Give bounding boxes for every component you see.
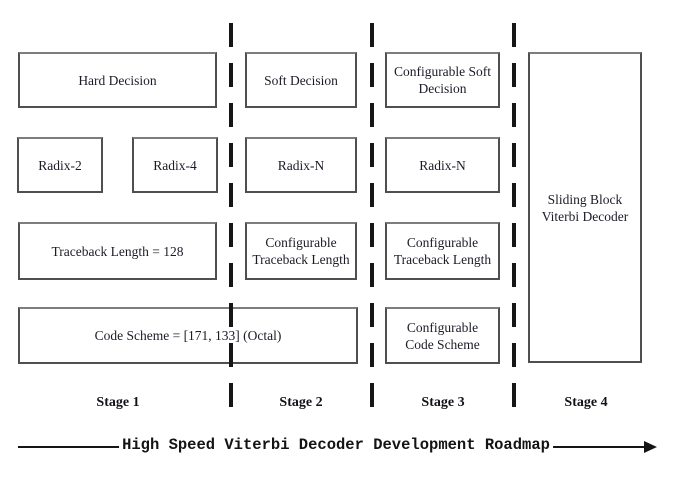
roadmap-arrowhead-icon	[644, 441, 657, 453]
stage-1-label: Stage 1	[96, 395, 140, 410]
radix-2-box: Radix-2	[17, 137, 103, 193]
stage-3-label: Stage 3	[421, 395, 465, 410]
stage-divider-3-4	[512, 23, 516, 419]
soft-decision-box: Soft Decision	[245, 52, 357, 108]
hard-decision-box: Hard Decision	[18, 52, 217, 108]
stage-divider-1-2	[229, 23, 233, 419]
stage-divider-2-3	[370, 23, 374, 419]
configurable-traceback-stage3-box: Configurable Traceback Length	[385, 222, 500, 280]
configurable-soft-decision-box: Configurable Soft Decision	[385, 52, 500, 108]
roadmap-title: High Speed Viterbi Decoder Development R…	[119, 436, 553, 454]
traceback-length-128-box: Traceback Length = 128	[18, 222, 217, 280]
stage-4-label: Stage 4	[564, 395, 608, 410]
configurable-traceback-stage2-box: Configurable Traceback Length	[245, 222, 357, 280]
configurable-code-scheme-box: Configurable Code Scheme	[385, 307, 500, 364]
radix-n-stage2-box: Radix-N	[245, 137, 357, 193]
sliding-block-viterbi-decoder-box: Sliding Block Viterbi Decoder	[528, 52, 642, 363]
radix-n-stage3-box: Radix-N	[385, 137, 500, 193]
code-scheme-box: Code Scheme = [171, 133] (Octal)	[18, 307, 358, 364]
stage-2-label: Stage 2	[279, 395, 323, 410]
radix-4-box: Radix-4	[132, 137, 218, 193]
